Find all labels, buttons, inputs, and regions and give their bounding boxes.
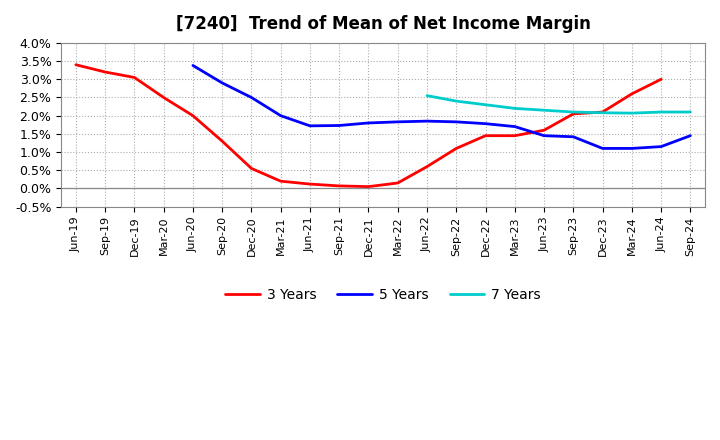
5 Years	[686, 133, 695, 138]
Line: 3 Years: 3 Years	[76, 65, 661, 187]
5 Years	[189, 63, 197, 68]
5 Years	[276, 113, 285, 118]
3 Years	[628, 91, 636, 96]
5 Years	[393, 119, 402, 125]
3 Years	[335, 183, 343, 189]
5 Years	[657, 144, 665, 149]
3 Years	[423, 164, 431, 169]
Title: [7240]  Trend of Mean of Net Income Margin: [7240] Trend of Mean of Net Income Margi…	[176, 15, 590, 33]
5 Years	[598, 146, 607, 151]
7 Years	[628, 110, 636, 116]
3 Years	[276, 179, 285, 184]
3 Years	[247, 166, 256, 171]
5 Years	[481, 121, 490, 126]
3 Years	[598, 110, 607, 115]
5 Years	[569, 134, 577, 139]
Line: 5 Years: 5 Years	[193, 66, 690, 148]
3 Years	[364, 184, 373, 189]
5 Years	[423, 118, 431, 124]
3 Years	[159, 95, 168, 100]
5 Years	[335, 123, 343, 128]
3 Years	[305, 181, 314, 187]
3 Years	[657, 77, 665, 82]
3 Years	[218, 139, 227, 144]
7 Years	[598, 110, 607, 115]
7 Years	[540, 107, 549, 113]
7 Years	[481, 102, 490, 107]
3 Years	[540, 128, 549, 133]
Legend: 3 Years, 5 Years, 7 Years: 3 Years, 5 Years, 7 Years	[220, 282, 546, 308]
5 Years	[628, 146, 636, 151]
5 Years	[510, 124, 519, 129]
3 Years	[569, 111, 577, 117]
7 Years	[423, 93, 431, 98]
3 Years	[189, 113, 197, 118]
7 Years	[510, 106, 519, 111]
5 Years	[452, 119, 461, 125]
3 Years	[452, 146, 461, 151]
7 Years	[686, 110, 695, 115]
7 Years	[452, 99, 461, 104]
5 Years	[218, 80, 227, 85]
5 Years	[305, 123, 314, 128]
7 Years	[569, 110, 577, 115]
3 Years	[71, 62, 80, 67]
Line: 7 Years: 7 Years	[427, 95, 690, 113]
7 Years	[657, 110, 665, 115]
5 Years	[247, 95, 256, 100]
5 Years	[364, 120, 373, 125]
3 Years	[481, 133, 490, 138]
3 Years	[393, 180, 402, 186]
5 Years	[540, 133, 549, 138]
3 Years	[101, 70, 109, 75]
3 Years	[510, 133, 519, 138]
3 Years	[130, 75, 139, 80]
